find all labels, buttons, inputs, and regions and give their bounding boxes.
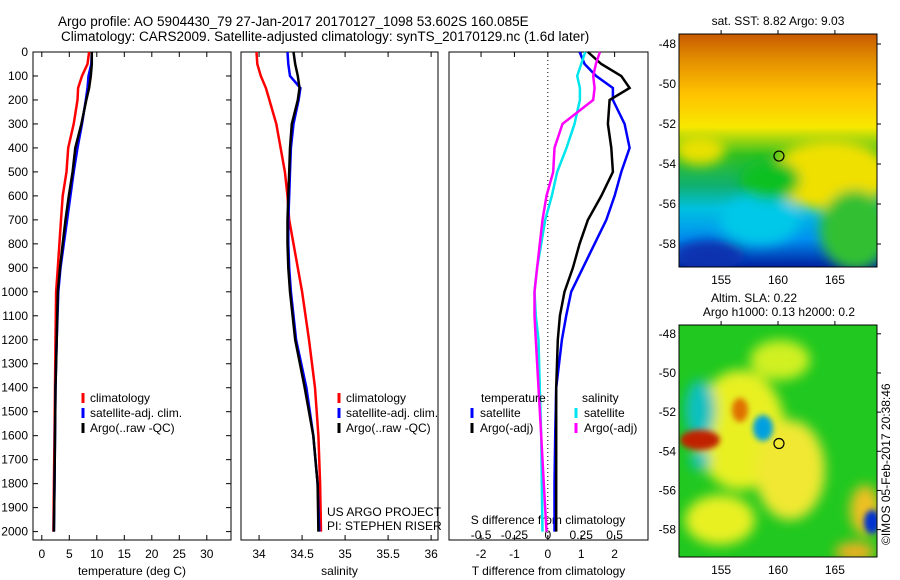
lon-tick-label: 165 (825, 273, 845, 287)
series-line-s-satellite (533, 51, 587, 532)
x-tick-label: 0 (544, 547, 551, 561)
map-title: sat. SST: 8.82 Argo: 9.03 (712, 14, 845, 28)
y-tick-label: 400 (8, 141, 28, 155)
series-line-argo-raw-qc- (52, 52, 94, 532)
legend-label: satellite-adj. clim. (90, 406, 182, 420)
y-tick-label: 1300 (1, 357, 28, 371)
lat-tick-label: -58 (659, 237, 677, 251)
y-tick-label: 1600 (1, 429, 28, 443)
panel-1-frame (32, 51, 232, 541)
argo-location-marker (773, 437, 785, 450)
lat-tick-label: -52 (659, 405, 677, 419)
x-tick-label: 36 (424, 547, 438, 561)
s-tick-label: 0.5 (606, 528, 623, 542)
y-tick-label: 1000 (1, 285, 28, 299)
x-tick-label: 20 (145, 547, 159, 561)
y-tick-label: 1700 (1, 453, 28, 467)
x-tick-label: 15 (118, 547, 132, 561)
y-tick-label: 2000 (1, 525, 28, 539)
y-tick-label: 600 (8, 189, 28, 203)
lat-tick-label: -58 (659, 523, 677, 537)
y-tick-label: 800 (8, 237, 28, 251)
x-tick-label: 5 (66, 547, 73, 561)
legend-label: climatology (346, 391, 406, 405)
y-tick-label: 1500 (1, 405, 28, 419)
lat-tick-label: -50 (659, 77, 677, 91)
y-tick-label: 900 (8, 261, 28, 275)
x-tick-label: 34 (252, 547, 266, 561)
x-axis-label: temperature (deg C) (78, 564, 186, 578)
x-tick-label: 1 (578, 547, 585, 561)
series-line-argo-raw-qc- (286, 51, 320, 532)
sst-map (679, 34, 877, 267)
legend-label: Argo(-adj) (480, 421, 533, 435)
legend-label: climatology (90, 391, 150, 405)
x-axis-label: salinity (321, 564, 358, 578)
lat-tick-label: -50 (659, 366, 677, 380)
legend-label: Argo(..raw -QC) (346, 421, 431, 435)
lat-tick-label: -54 (659, 444, 677, 458)
y-tick-label: 1800 (1, 477, 28, 491)
s-axis-label: S difference from climatology (471, 513, 626, 527)
lat-tick-label: -54 (659, 157, 677, 171)
s-tick-label: 0 (544, 528, 551, 542)
y-tick-label: 300 (8, 117, 28, 131)
y-tick-label: 200 (8, 93, 28, 107)
x-tick-label: 0 (38, 547, 45, 561)
s-tick-label: -0.5 (471, 528, 492, 542)
legend-label: satellite (480, 406, 521, 420)
project-label: US ARGO PROJECT (327, 505, 442, 519)
legend-label: satellite-adj. clim. (346, 406, 438, 420)
y-tick-label: 0 (21, 45, 28, 59)
panel-3-frame (448, 51, 649, 541)
map-subtitle: Argo h1000: 0.13 h2000: 0.2 (703, 305, 855, 319)
lat-tick-label: -56 (659, 197, 677, 211)
credit-label: ©IMOS 05-Feb-2017 20:38:46 (879, 383, 893, 545)
y-tick-label: 1200 (1, 333, 28, 347)
lon-tick-label: 165 (825, 563, 845, 577)
series-line-s-argo-adj- (533, 51, 602, 532)
x-tick-label: 35.5 (376, 547, 400, 561)
map-title: Altim. SLA: 0.22 (711, 291, 797, 305)
series-line-t-argo-adj- (554, 51, 632, 532)
figure-title-line1: Argo profile: AO 5904430_79 27-Jan-2017 … (58, 14, 529, 29)
lon-tick-label: 155 (711, 563, 731, 577)
lon-tick-label: 160 (768, 273, 788, 287)
legend-label: Argo(-adj) (584, 421, 637, 435)
figure-title-line2: Climatology: CARS2009. Satellite-adjuste… (61, 29, 590, 44)
x-tick-label: 2 (611, 547, 618, 561)
y-tick-label: 500 (8, 165, 28, 179)
x-tick-label: 30 (200, 547, 214, 561)
pi-label: PI: STEPHEN RISER (327, 519, 442, 533)
argo-location-marker (773, 150, 785, 162)
sla-map (679, 325, 877, 557)
lon-tick-label: 155 (711, 273, 731, 287)
x-axis-label: T difference from climatology (472, 564, 626, 578)
x-tick-label: 34.5 (290, 547, 314, 561)
lat-tick-label: -48 (659, 37, 677, 51)
s-tick-label: -0.25 (501, 528, 529, 542)
lat-tick-label: -52 (659, 117, 677, 131)
x-tick-label: 25 (173, 547, 187, 561)
legend-header-salinity: salinity (582, 391, 619, 405)
legend-label: satellite (584, 406, 625, 420)
y-tick-label: 700 (8, 213, 28, 227)
x-tick-label: 10 (90, 547, 104, 561)
legend-label: Argo(..raw -QC) (90, 421, 175, 435)
y-tick-label: 1100 (2, 309, 28, 323)
y-tick-label: 1400 (1, 381, 28, 395)
x-tick-label: 35 (338, 547, 352, 561)
legend-header-temperature: temperature (481, 391, 546, 405)
x-tick-label: -2 (476, 547, 487, 561)
s-tick-label: 0.25 (570, 528, 594, 542)
panel-2-frame (240, 51, 439, 541)
lat-tick-label: -56 (659, 483, 677, 497)
x-tick-label: -1 (509, 547, 520, 561)
lon-tick-label: 160 (768, 563, 788, 577)
y-tick-label: 1900 (1, 501, 28, 515)
y-tick-label: 100 (8, 69, 28, 83)
lat-tick-label: -48 (659, 327, 677, 341)
